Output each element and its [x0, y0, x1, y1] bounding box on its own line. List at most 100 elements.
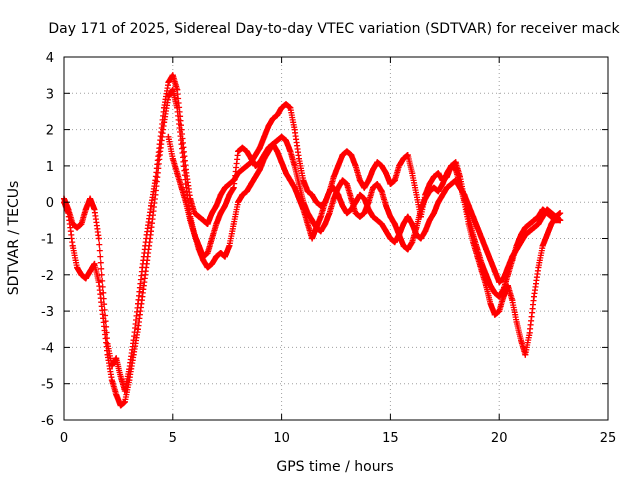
data-point — [65, 210, 72, 217]
data-point — [143, 260, 150, 267]
data-point — [522, 231, 529, 238]
data-point — [169, 86, 176, 93]
data-point — [487, 300, 494, 307]
data-point — [104, 351, 111, 358]
data-point — [526, 228, 533, 235]
data-point — [226, 242, 233, 249]
data-point — [404, 246, 411, 253]
data-point — [74, 264, 81, 271]
data-point — [378, 162, 385, 169]
data-point — [439, 181, 446, 187]
data-point — [100, 315, 107, 322]
data-point — [309, 235, 316, 242]
data-point — [483, 246, 490, 253]
data-point — [378, 221, 385, 227]
data-point — [413, 231, 420, 238]
data-point — [213, 253, 220, 260]
data-point — [339, 202, 346, 209]
data-point — [483, 282, 490, 289]
data-point — [487, 257, 494, 264]
data-point — [283, 101, 289, 108]
data-point — [409, 239, 416, 246]
data-point — [278, 133, 285, 140]
data-point — [256, 144, 263, 151]
data-point — [204, 250, 211, 256]
data-point — [274, 148, 281, 155]
data-point — [348, 195, 355, 202]
data-point — [69, 242, 76, 249]
data-point — [226, 191, 233, 198]
data-point — [335, 162, 342, 169]
data-point — [500, 275, 507, 282]
data-point — [343, 181, 350, 187]
x-tick-label: 10 — [273, 431, 290, 446]
data-point — [269, 115, 276, 122]
data-point — [409, 221, 416, 227]
data-point — [465, 202, 472, 209]
data-point — [356, 213, 363, 220]
data-point — [374, 181, 381, 187]
data-point — [430, 210, 437, 217]
data-point — [413, 191, 420, 198]
y-tick-label: 0 — [46, 196, 54, 211]
data-point — [274, 112, 281, 119]
data-point — [243, 148, 250, 155]
data-point — [522, 351, 529, 358]
data-point — [82, 275, 89, 282]
y-tick-label: 3 — [46, 87, 54, 102]
data-point — [374, 217, 381, 224]
data-point — [470, 213, 477, 220]
data-point — [209, 210, 215, 217]
data-point — [139, 293, 146, 300]
data-point — [287, 177, 294, 184]
data-point — [396, 231, 403, 238]
data-point — [165, 93, 172, 100]
data-point — [78, 221, 85, 227]
data-point — [400, 221, 407, 227]
data-point — [91, 260, 98, 267]
y-axis-label: SDTVAR / TECUs — [6, 181, 22, 296]
data-point — [209, 260, 215, 267]
data-point — [130, 351, 137, 358]
data-point — [378, 188, 385, 195]
data-point — [313, 199, 320, 206]
data-point — [222, 253, 228, 260]
data-point — [391, 221, 398, 227]
data-point — [274, 137, 281, 144]
data-point — [195, 213, 202, 220]
data-point — [87, 268, 94, 275]
y-tick-label: -5 — [41, 378, 54, 393]
data-point — [182, 199, 189, 206]
data-point — [300, 177, 307, 184]
data-point — [204, 264, 211, 271]
data-point — [374, 159, 381, 166]
data-point — [422, 195, 429, 202]
data-point — [444, 170, 450, 177]
data-point — [322, 221, 329, 227]
data-point — [209, 235, 215, 242]
data-point — [430, 173, 437, 180]
data-point — [444, 184, 450, 191]
data-point — [161, 119, 168, 126]
data-point — [465, 221, 472, 227]
data-point — [217, 210, 224, 217]
data-point — [539, 242, 546, 249]
data-point — [391, 239, 398, 246]
data-point — [435, 199, 442, 206]
data-point — [291, 162, 298, 169]
data-point — [152, 191, 159, 198]
data-point — [435, 170, 442, 177]
data-point — [100, 289, 107, 296]
data-point — [352, 199, 359, 206]
data-point — [265, 144, 272, 151]
data-point — [513, 319, 520, 325]
data-point — [491, 289, 498, 296]
data-point — [121, 398, 128, 405]
data-point — [387, 235, 394, 242]
data-point — [91, 206, 98, 213]
data-point — [296, 155, 302, 162]
data-point — [383, 228, 389, 235]
data-point — [426, 181, 433, 187]
data-point — [535, 264, 542, 271]
data-point — [400, 242, 407, 249]
